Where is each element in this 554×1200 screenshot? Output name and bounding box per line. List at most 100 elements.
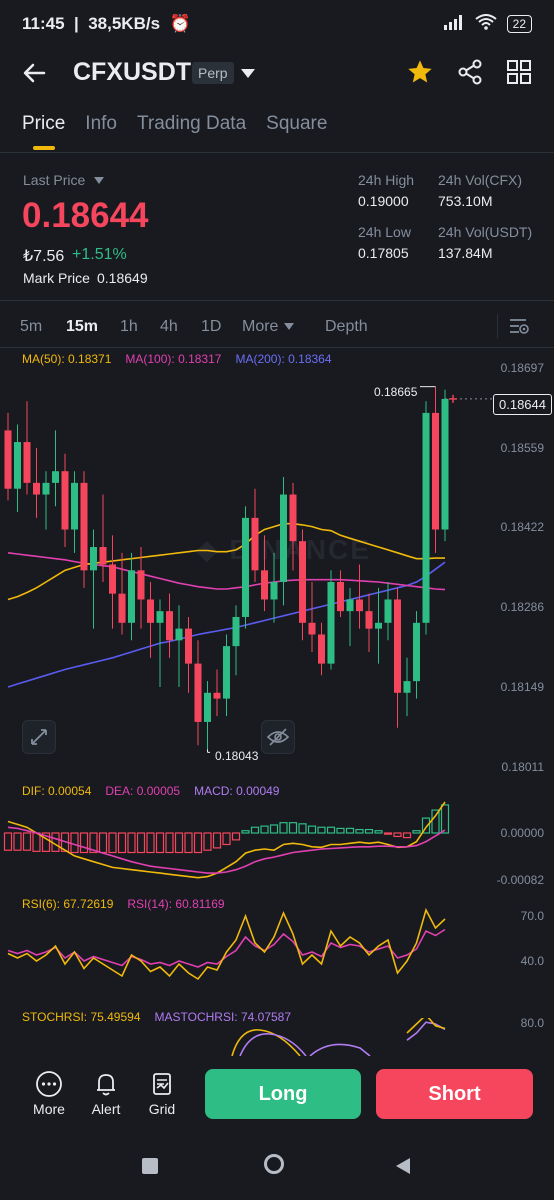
alert-button[interactable]: Alert [82,1070,130,1117]
candle-body [71,482,78,530]
dea-label: DEA: 0.00005 [105,784,181,798]
last-price-label[interactable]: Last Price [23,172,105,188]
candle-body [42,482,50,495]
candle-body [194,663,202,722]
rsi-axis-label: 70.0 [520,909,544,923]
depth-tab[interactable]: Depth [325,318,368,335]
high-24h-label: 24h High [358,172,415,188]
last-price-dropdown-icon [94,177,105,184]
status-speed: 38,5KB/s [88,14,161,33]
rsi14-label: RSI(14): 60.81169 [127,897,225,911]
candle-body [308,622,316,635]
tab-square[interactable]: Square [266,113,328,134]
macd-histogram-bar [98,832,108,854]
candle-body [242,517,249,617]
macd-histogram-bar [440,804,450,834]
price-change-percent: +1.51% [72,246,127,263]
macd-histogram-bar [298,823,307,834]
candle-body [90,547,97,571]
vol-quote-label: 24h Vol(USDT) [438,224,533,240]
ma100-line [7,552,446,591]
grid-button[interactable]: Grid [138,1070,186,1117]
candle-body [270,581,278,600]
rsi14-line [7,928,446,968]
high-24h-value: 0.19000 [358,193,409,209]
candle-body [14,442,21,489]
macd-histogram-bar [108,832,117,854]
macd-histogram-bar [136,832,146,854]
mark-price-value: 0.18649 [97,270,148,286]
ma100-label: MA(100): 0.18317 [125,352,222,366]
price-axis-label: 0.18286 [500,600,544,614]
candle-body [80,482,88,571]
macd-histogram-bar [184,832,193,854]
layout-grid-icon[interactable] [505,58,533,91]
candle-body [52,471,59,483]
fullscreen-expand-icon[interactable] [22,720,56,754]
timeframe-more[interactable]: More [242,318,295,336]
dif-label: DIF: 0.00054 [22,784,92,798]
macd-histogram-bar [117,832,127,854]
share-icon[interactable] [456,58,484,91]
macd-histogram-bar [241,830,250,834]
candle-body [327,581,335,664]
tab-price[interactable]: Price [22,113,66,134]
favorite-star-icon[interactable] [406,58,434,91]
low-marker-label: 0.18043 [215,749,259,763]
stochrsi-label: STOCHRSI: 75.49594 [22,1010,141,1024]
symbol-title[interactable]: CFXUSDT [73,58,192,86]
chart-settings-icon[interactable] [508,316,530,341]
ma-legend: MA(50): 0.18371 MA(100): 0.18317 MA(200)… [22,352,332,366]
macd-histogram-bar [212,832,222,849]
macd-axis-label: -0.00082 [496,873,544,887]
candlestick-chart[interactable] [0,360,554,780]
timeframe-5m[interactable]: 5m [20,318,43,335]
stochrsi-axis-label: 80.0 [520,1016,544,1030]
rsi-chart[interactable] [0,905,554,1005]
timeframe-1d[interactable]: 1D [201,318,222,335]
macd-chart[interactable] [0,800,554,892]
macd-histogram-bar [393,832,402,838]
timeframe-15m[interactable]: 15m [66,318,99,335]
price-axis-label: 0.18697 [500,361,544,375]
ma50-label: MA(50): 0.18371 [22,352,112,366]
tab-info[interactable]: Info [85,113,117,134]
macd-histogram-bar [13,832,22,851]
macd-legend: DIF: 0.00054 DEA: 0.00005 MACD: 0.00049 [22,784,279,798]
more-dropdown-icon [283,323,294,330]
candle-body [4,430,12,489]
dea-line [7,826,446,874]
tab-trading-data[interactable]: Trading Data [137,113,247,134]
more-button[interactable]: More [25,1070,73,1117]
candle-body [413,622,420,682]
timeframe-1h[interactable]: 1h [120,318,138,335]
stochrsi-chart[interactable] [0,1018,554,1056]
candle-body [23,442,31,483]
macd-histogram-bar [3,832,13,851]
candle-body [137,570,145,600]
short-button[interactable]: Short [376,1069,533,1119]
nav-recents-icon[interactable] [142,1158,158,1174]
macd-histogram-bar [421,817,431,834]
back-arrow-icon[interactable] [20,58,50,88]
candle-body [232,616,240,647]
candle-body [384,599,392,623]
vol-quote-value: 137.84M [438,245,493,261]
candle-body [147,599,154,623]
mastochrsi-line [309,1043,371,1056]
nav-back-icon[interactable] [395,1157,411,1180]
macd-histogram-bar [203,832,212,851]
candle-body [299,541,306,623]
hide-indicators-eye-icon[interactable] [261,720,295,754]
candle-body [118,593,126,623]
ma200-line [7,561,446,688]
nav-home-icon[interactable] [264,1154,284,1174]
macd-histogram-bar [146,832,155,854]
long-button[interactable]: Long [205,1069,361,1119]
symbol-dropdown-icon[interactable] [240,67,256,85]
stats-divider [0,300,554,301]
candle-body [33,482,40,495]
status-right: 22 [443,14,532,33]
macd-histogram-bar [231,832,241,841]
timeframe-4h[interactable]: 4h [160,318,178,335]
